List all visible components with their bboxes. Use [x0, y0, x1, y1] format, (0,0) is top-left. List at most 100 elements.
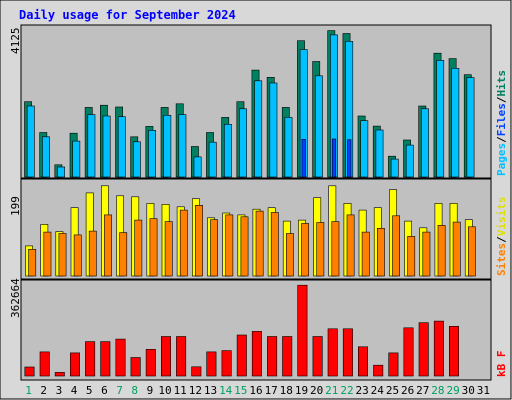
pages-bar [239, 108, 247, 178]
svg-text:Pages/Files/Hits: Pages/Files/Hits [495, 70, 508, 176]
sites-bar [255, 210, 264, 277]
pages-bar [314, 75, 323, 178]
kbf-bar [221, 350, 232, 377]
sites-bar [316, 222, 325, 277]
sites-bar [58, 233, 67, 277]
x-tick-label: 27 [416, 384, 429, 397]
kbf-bar [373, 364, 384, 377]
legend-pages: Pages [495, 143, 508, 176]
sites-bar [43, 231, 52, 277]
sites-bar [422, 231, 431, 277]
kbf-bar [54, 372, 65, 377]
kbf-bar [39, 351, 50, 377]
x-tick-label: 28 [431, 384, 444, 397]
kbf-bar [297, 284, 308, 377]
kbf-bar [161, 336, 172, 377]
sites-bar [240, 216, 249, 277]
pages-bar [451, 68, 460, 178]
x-tick-label: 23 [355, 384, 368, 397]
pages-bar [178, 114, 187, 178]
kbf-bar [388, 352, 399, 377]
kbf-bar [145, 348, 156, 377]
sites-bar [149, 218, 158, 277]
kbf-bar [24, 366, 35, 377]
visits-panel-ymax: 199 [9, 196, 22, 216]
x-tick-label: 7 [116, 384, 123, 397]
sites-bar [346, 214, 355, 277]
x-tick-label: 25 [386, 384, 399, 397]
x-tick-label: 22 [340, 384, 353, 397]
legend-files: Files [495, 103, 508, 136]
x-tick-label: 29 [446, 384, 459, 397]
sites-bar [195, 205, 203, 277]
pages-bar [254, 80, 263, 178]
sites-bar [119, 232, 128, 277]
chart-title: Daily usage for September 2024 [19, 8, 236, 22]
kbf-bar [342, 328, 353, 377]
x-tick-label: 17 [265, 384, 278, 397]
x-tick-label: 10 [158, 384, 171, 397]
sites-bar [331, 221, 340, 277]
sites-bar [301, 223, 309, 277]
pages-bar [163, 115, 172, 178]
kbf-bar [448, 325, 459, 377]
pages-bar [421, 108, 429, 178]
files-bar [301, 139, 306, 178]
pages-bar [466, 77, 475, 178]
kbf-panel-ymax: 362664 [9, 278, 22, 318]
x-tick-label: 13 [204, 384, 217, 397]
x-tick-label: 9 [147, 384, 154, 397]
x-tick-label: 31 [477, 384, 490, 397]
legend-sites: Sites [495, 243, 508, 276]
sites-bar [407, 236, 416, 277]
x-tick-label: 24 [371, 384, 385, 397]
sites-bar [270, 212, 279, 277]
sites-bar [392, 215, 400, 277]
pages-bar [133, 141, 141, 178]
pages-bar [72, 140, 81, 178]
kbf-bar [282, 336, 293, 377]
pages-bar [284, 117, 293, 178]
kbf-bar [206, 351, 217, 377]
x-tick-label: 14 [219, 384, 233, 397]
pages-bar [436, 60, 445, 178]
kbf-bar [357, 346, 368, 377]
legend-sep-1: / [495, 136, 508, 143]
kbf-bar [100, 341, 111, 377]
kbf-bar [130, 357, 141, 377]
legend-kbf: kB F [495, 351, 508, 378]
sites-bar [104, 214, 112, 277]
visits-sites-bars [25, 185, 476, 277]
sites-bar [179, 209, 188, 277]
sites-bar [452, 221, 461, 277]
x-tick-label: 26 [401, 384, 414, 397]
pages-bar [26, 105, 35, 178]
svg-text:Sites/Visits: Sites/Visits [495, 197, 508, 277]
kbf-bar [433, 320, 444, 377]
legend-sep-3: / [495, 236, 508, 243]
svg-text:kB F: kB F [495, 351, 508, 378]
pages-bar [269, 82, 278, 178]
sites-bar [467, 226, 476, 277]
pages-bar [42, 136, 50, 178]
pages-bar [405, 144, 414, 178]
sites-bar [285, 233, 294, 277]
pages-bar [102, 115, 111, 178]
x-tick-label: 3 [56, 384, 63, 397]
x-tick-label: 1 [25, 384, 32, 397]
kbf-bar [85, 341, 96, 377]
pages-bar [193, 156, 202, 178]
kbf-bar [418, 322, 429, 377]
kbf-bar [403, 327, 414, 377]
pages-bar [360, 120, 369, 178]
x-tick-label: 16 [249, 384, 262, 397]
sites-bar [376, 228, 385, 277]
x-tick-label: 11 [174, 384, 187, 397]
x-tick-label: 18 [280, 384, 293, 397]
sites-bar [437, 225, 446, 277]
sites-bar [361, 231, 370, 277]
legend-hits: Hits [495, 70, 508, 97]
sites-bar [225, 214, 234, 277]
kbf-bar [327, 328, 338, 377]
sites-bar [88, 230, 97, 277]
